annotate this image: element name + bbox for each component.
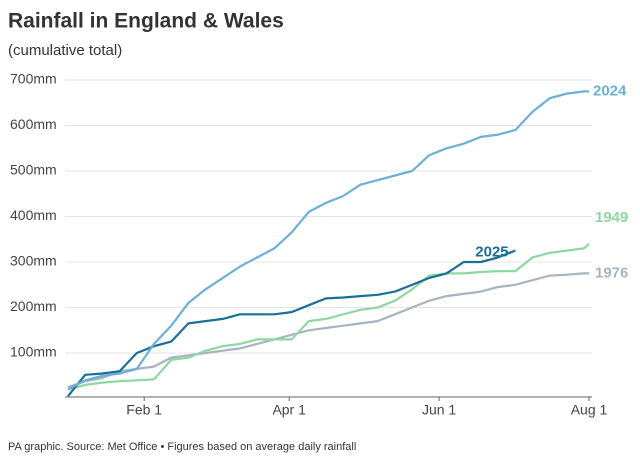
y-tick-label: 300mm [10,253,57,269]
series-line [67,242,590,391]
y-tick-label: 100mm [10,344,57,360]
chart-subtitle: (cumulative total) [8,42,122,59]
x-tick-label: Apr 1 [272,402,306,418]
chart-title: Rainfall in England & Wales [8,10,284,33]
x-tick-label: Jun 1 [422,402,456,418]
series-label: 1949 [595,209,628,226]
y-tick-label: 400mm [10,207,57,223]
footer: PA graphic. Source: Met Office • Figures… [8,441,356,453]
y-tick-label: 700mm [10,71,57,87]
series-line [67,272,589,389]
y-tick-label: 500mm [10,162,57,178]
x-tick-label: Feb 1 [126,402,162,418]
y-tick-label: 200mm [10,298,57,314]
series-label: 1976 [595,264,628,281]
series-line [67,249,516,397]
series-line [67,90,589,391]
series-label: 2025 [475,244,508,261]
series-label: 2024 [593,82,627,99]
y-tick-label: 600mm [10,116,57,132]
x-tick-label: Aug 1 [571,402,608,418]
